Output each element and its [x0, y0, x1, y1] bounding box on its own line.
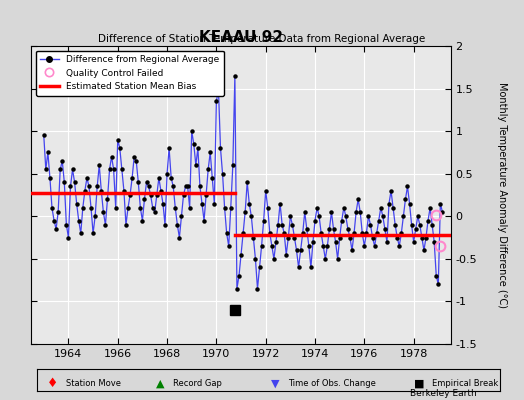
Y-axis label: Monthly Temperature Anomaly Difference (°C): Monthly Temperature Anomaly Difference (…: [497, 82, 507, 308]
Text: ■: ■: [414, 378, 424, 388]
Title: KEAAU 92: KEAAU 92: [199, 30, 283, 45]
Text: Record Gap: Record Gap: [173, 379, 222, 388]
Legend: Difference from Regional Average, Quality Control Failed, Estimated Station Mean: Difference from Regional Average, Qualit…: [36, 50, 224, 96]
Text: ♦: ♦: [47, 377, 58, 390]
Text: ▲: ▲: [156, 378, 164, 388]
Text: Empirical Break: Empirical Break: [432, 379, 498, 388]
Text: Difference of Station Temperature Data from Regional Average: Difference of Station Temperature Data f…: [99, 34, 425, 44]
Text: Time of Obs. Change: Time of Obs. Change: [288, 379, 376, 388]
Text: Station Move: Station Move: [66, 379, 121, 388]
Text: Berkeley Earth: Berkeley Earth: [410, 389, 477, 398]
Text: ▼: ▼: [271, 378, 279, 388]
